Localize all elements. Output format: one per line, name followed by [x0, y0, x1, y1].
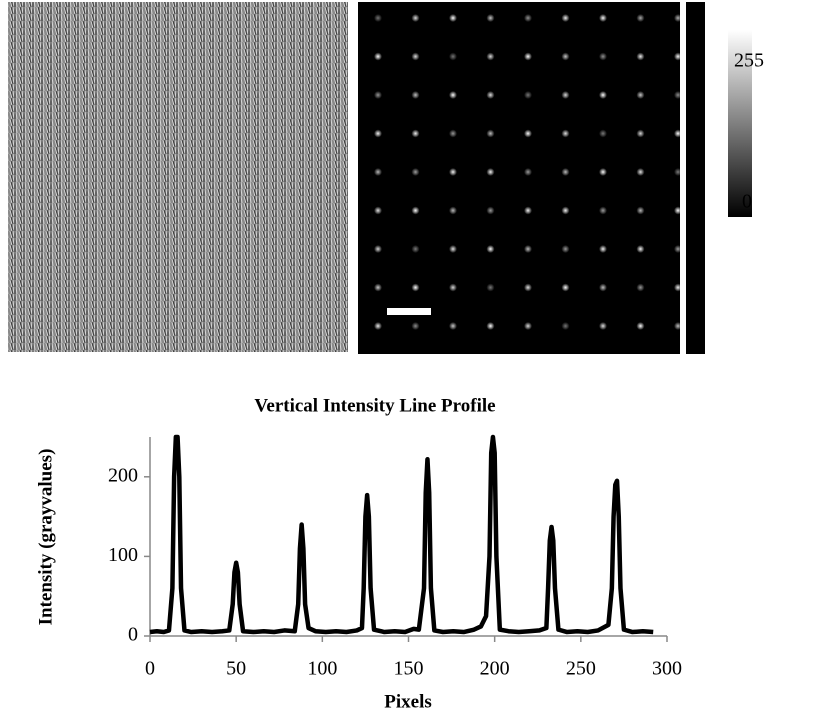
spot [374, 245, 382, 253]
spot [636, 14, 645, 22]
spot [486, 245, 495, 253]
spot [374, 322, 382, 330]
spot [599, 129, 607, 138]
spot [636, 91, 645, 99]
spot [636, 283, 645, 292]
spot [524, 283, 532, 292]
spot [561, 322, 570, 330]
spot [561, 14, 570, 22]
x-tick-label: 100 [307, 658, 337, 680]
spot [374, 91, 382, 99]
spot [486, 206, 495, 215]
spot [524, 52, 532, 61]
spot [636, 168, 645, 176]
spot [411, 129, 420, 138]
spot [411, 168, 420, 176]
spot [561, 91, 570, 99]
spot [561, 245, 570, 253]
x-tick-label: 0 [145, 658, 155, 680]
spot [486, 91, 495, 99]
spot [449, 14, 457, 22]
spot [561, 283, 570, 292]
y-axis-label: Intensity (grayvalues) [35, 449, 56, 626]
noise-image [8, 2, 348, 352]
spot [599, 322, 607, 330]
y-tick-label: 200 [108, 464, 138, 486]
spot [524, 206, 532, 215]
spot [636, 52, 645, 61]
colorbar [728, 30, 752, 217]
spot [524, 14, 532, 22]
spot [374, 129, 382, 138]
spot [599, 206, 607, 215]
spot [449, 91, 457, 99]
spot [449, 52, 457, 61]
spot [486, 283, 495, 292]
plot: 0 100 200 0 50 100 150 200 250 300 [108, 434, 682, 680]
spot [411, 206, 420, 215]
chart-title: Vertical Intensity Line Profile [254, 395, 495, 416]
spot [374, 283, 382, 292]
x-tick-label: 200 [480, 658, 510, 680]
spot [599, 168, 607, 176]
y-tick-label: 0 [128, 624, 138, 646]
colorbar-max: 255 [734, 50, 764, 72]
spot [486, 129, 495, 138]
spot [449, 245, 457, 253]
spot [411, 14, 420, 22]
x-tick-label: 150 [394, 658, 424, 680]
spot [449, 283, 457, 292]
spot [374, 14, 382, 22]
spot [561, 168, 570, 176]
spot [636, 129, 645, 138]
spot [561, 129, 570, 138]
x-tick-label: 50 [226, 658, 246, 680]
spot [599, 14, 607, 22]
spot [449, 206, 457, 215]
spot [599, 52, 607, 61]
spot [524, 129, 532, 138]
spot [561, 206, 570, 215]
spot [599, 245, 607, 253]
spot [524, 245, 532, 253]
spot [411, 245, 420, 253]
spot [636, 206, 645, 215]
spot [524, 168, 532, 176]
spot [486, 168, 495, 176]
dot-image [358, 2, 705, 354]
spot [374, 52, 382, 61]
spot [524, 322, 532, 330]
spot [636, 245, 645, 253]
x-tick-label: 300 [652, 658, 682, 680]
profile-line [149, 434, 654, 635]
spot [524, 91, 532, 99]
x-axis-label: Pixels [384, 691, 432, 712]
spot [599, 91, 607, 99]
spot [449, 322, 457, 330]
spot [486, 322, 495, 330]
y-tick-label: 100 [108, 544, 138, 566]
spot [374, 168, 382, 176]
spot [411, 283, 420, 292]
spot [411, 52, 420, 61]
image-background [358, 2, 705, 354]
x-tick-label: 250 [566, 658, 596, 680]
scale-bar [387, 308, 431, 315]
spot [486, 52, 495, 61]
spot [486, 14, 495, 22]
spot [411, 322, 420, 330]
profile-line [680, 2, 686, 354]
spot [374, 206, 382, 215]
spot [561, 52, 570, 61]
colorbar-min: 0 [742, 191, 752, 213]
spot [636, 322, 645, 330]
spot [449, 168, 457, 176]
spot [411, 91, 420, 99]
spot [599, 283, 607, 292]
spot [449, 129, 457, 138]
